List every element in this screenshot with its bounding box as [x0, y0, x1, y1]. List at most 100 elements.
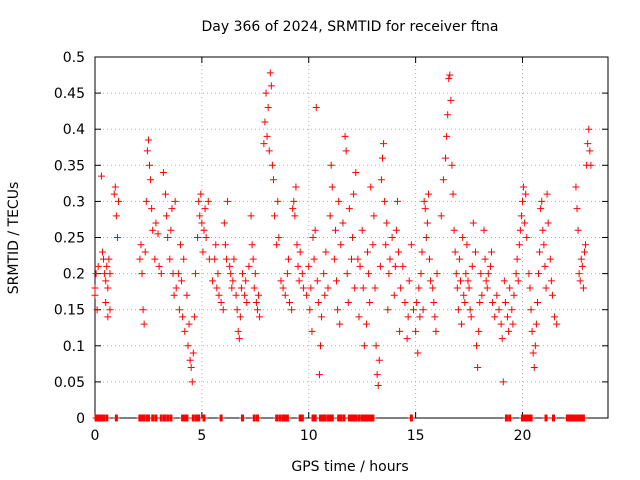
data-point: [247, 212, 255, 220]
data-point: [320, 270, 328, 278]
data-point: [335, 197, 343, 205]
data-point: [212, 241, 220, 249]
data-point: [110, 190, 118, 198]
data-point: [93, 306, 101, 314]
data-point: [572, 183, 580, 191]
data-point: [183, 291, 191, 299]
data-point: [543, 190, 551, 198]
data-point: [242, 277, 250, 285]
data-point: [314, 298, 322, 306]
y-tick-label: 0.15: [54, 303, 85, 319]
data-point: [579, 284, 587, 292]
data-point: [484, 270, 492, 278]
data-point-zero: [114, 414, 118, 422]
data-points: [91, 69, 595, 422]
data-point: [330, 255, 338, 263]
data-point: [136, 255, 144, 263]
data-point: [191, 270, 199, 278]
data-point: [269, 176, 277, 184]
data-point: [483, 284, 491, 292]
data-point: [286, 298, 294, 306]
x-tick-label: 0: [91, 428, 100, 444]
data-point: [237, 284, 245, 292]
data-point: [181, 327, 189, 335]
data-point: [148, 205, 156, 213]
data-point: [265, 147, 273, 155]
data-point: [306, 306, 314, 314]
data-point: [526, 284, 534, 292]
axis-ticks: 0 0.05 0.1 0.15 0.2 0.25 0.3 0.35 0.4 0.45 0.5 0 5 10…: [54, 50, 608, 444]
data-point: [478, 291, 486, 299]
data-point: [471, 248, 479, 256]
data-point: [284, 255, 292, 263]
data-point: [439, 176, 447, 184]
data-point: [461, 298, 469, 306]
data-point: [457, 277, 465, 285]
data-point: [202, 234, 210, 241]
data-point: [308, 327, 316, 335]
data-point: [500, 277, 508, 285]
data-point: [189, 349, 197, 357]
data-point: [281, 291, 289, 299]
data-point: [279, 284, 287, 292]
data-point: [407, 241, 415, 249]
data-point: [415, 284, 423, 292]
data-point: [97, 172, 105, 180]
data-point: [467, 313, 475, 321]
data-point: [159, 169, 167, 177]
data-point: [532, 320, 540, 328]
data-point: [359, 284, 367, 292]
data-point: [190, 313, 198, 321]
data-point: [209, 277, 217, 285]
data-point: [551, 313, 559, 321]
data-point: [367, 183, 375, 191]
data-point: [574, 226, 582, 234]
data-point: [378, 154, 386, 162]
data-point-zero: [240, 414, 244, 422]
data-point: [288, 306, 296, 314]
data-point: [186, 356, 194, 364]
data-point: [351, 284, 359, 292]
data-point-zero: [409, 414, 413, 422]
data-point: [462, 270, 470, 278]
data-point: [575, 270, 583, 278]
y-tick-label: 0: [76, 411, 85, 427]
data-point: [140, 320, 148, 328]
data-point: [144, 136, 152, 144]
data-point: [546, 255, 554, 263]
data-point: [185, 320, 193, 328]
data-point: [248, 241, 256, 249]
data-point: [268, 161, 276, 169]
data-point: [528, 327, 536, 335]
data-point: [91, 284, 99, 292]
data-point: [580, 248, 588, 256]
data-point: [326, 212, 334, 220]
data-point-zero: [169, 414, 173, 422]
data-point: [113, 234, 121, 241]
data-point: [464, 277, 472, 285]
data-point: [138, 270, 146, 278]
data-point: [312, 104, 320, 112]
data-point: [577, 255, 585, 263]
data-point: [261, 118, 269, 126]
data-point: [424, 190, 432, 198]
data-point: [553, 320, 561, 328]
data-point: [184, 342, 192, 350]
data-point: [313, 277, 321, 285]
data-point: [349, 234, 357, 241]
data-point: [381, 197, 389, 205]
data-point: [535, 270, 543, 278]
data-point: [463, 241, 471, 249]
data-point: [98, 248, 106, 256]
data-point: [468, 262, 476, 270]
data-point: [163, 212, 171, 220]
data-point: [264, 104, 272, 112]
data-point: [103, 262, 111, 270]
data-point: [515, 241, 523, 249]
data-point: [200, 226, 208, 234]
data-point: [102, 298, 110, 306]
data-point: [104, 284, 112, 292]
data-point-zero: [197, 414, 201, 422]
data-point: [452, 270, 460, 278]
